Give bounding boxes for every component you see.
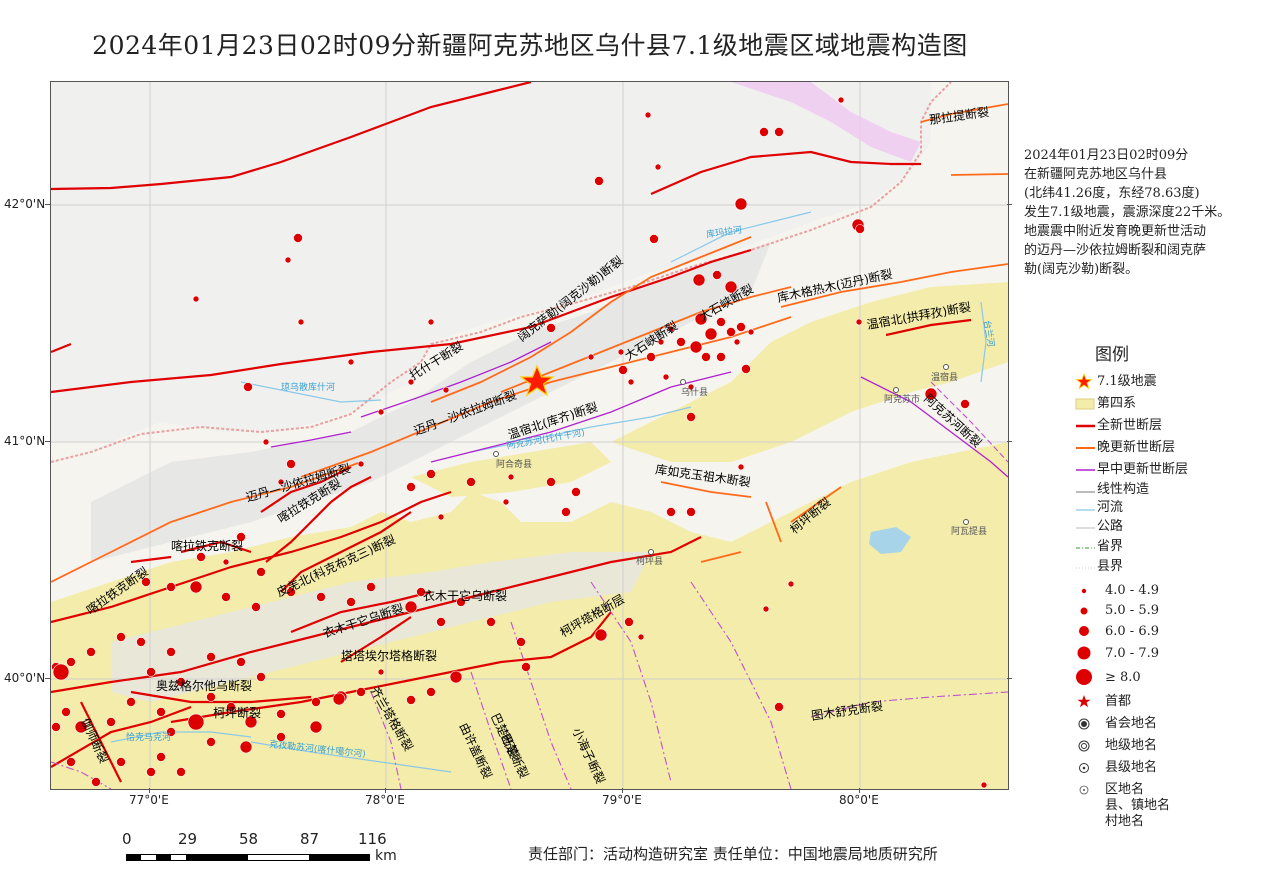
lon-label: 79°0'E <box>602 793 642 807</box>
info-line: (北纬41.26度，东经78.63度) <box>1024 186 1200 201</box>
legend-item: 早中更新世断层 <box>1075 459 1265 481</box>
yellow-fill-swatch <box>1075 398 1095 410</box>
late-pleistocene-faults <box>51 103 1008 583</box>
tick-mark <box>45 678 50 679</box>
info-line: 发生7.1级地震，震源深度22千米。 <box>1024 205 1231 220</box>
red-line-swatch <box>1076 424 1095 428</box>
road-line-swatch <box>1076 527 1095 529</box>
county-icon <box>1079 763 1089 773</box>
legend-item: 地级地名 <box>1075 735 1265 757</box>
purple-line-swatch <box>1076 469 1095 471</box>
national-border <box>51 82 952 463</box>
gray-line-swatch <box>1076 491 1095 493</box>
quaternary-valley <box>411 442 611 497</box>
dotted-line-swatch <box>1076 567 1095 569</box>
legend-item: 县界 <box>1075 557 1265 577</box>
blue-line-swatch <box>1076 509 1095 511</box>
legend-item: 河流 <box>1075 499 1265 517</box>
scale-bar: 0 29 58 87 116 km <box>120 830 410 874</box>
lon-label: 80°0'E <box>839 793 879 807</box>
info-line: 的迈丹—沙依拉姆断裂和阔克萨 <box>1024 243 1207 258</box>
info-line: 在新疆阿克苏地区乌什县 <box>1024 167 1168 182</box>
place-markers <box>493 364 969 555</box>
legend-item: 公路 <box>1075 517 1265 537</box>
tick-mark <box>1007 678 1012 679</box>
neighbor-border-zone <box>731 82 921 162</box>
legend-item: 省会地名 <box>1075 713 1265 735</box>
epicenter-star-icon <box>519 364 555 397</box>
legend-item: 区地名 县、镇地名 村地名 <box>1075 779 1265 831</box>
county-boundaries <box>51 581 1008 789</box>
legend-title: 图例 <box>1095 345 1129 365</box>
tick-mark <box>149 788 150 793</box>
tick-mark <box>1007 441 1012 442</box>
scale-tick-label: 58 <box>239 830 259 848</box>
legend-item: 6.0 - 6.9 <box>1075 621 1265 642</box>
tick-mark <box>1007 204 1012 205</box>
prefecture-icon <box>1078 740 1090 752</box>
district-icon <box>1079 785 1089 795</box>
tick-mark <box>385 788 386 793</box>
scale-unit: km <box>375 848 397 864</box>
tick-mark <box>622 788 623 793</box>
holocene-faults <box>51 82 972 783</box>
graticule <box>51 82 1008 789</box>
magnitude-dot-5-icon <box>1080 607 1088 615</box>
lat-label: 40°0'N <box>4 671 46 685</box>
legend-item: 4.0 - 4.9 <box>1075 581 1265 601</box>
provincial-capital-icon <box>1078 718 1090 730</box>
rivers <box>110 211 987 773</box>
legend-item: 县级地名 <box>1075 757 1265 779</box>
earthquake-dots <box>51 96 988 789</box>
magnitude-dot-7-icon <box>1077 646 1091 660</box>
legend-item: 晚更新世断层 <box>1075 437 1265 459</box>
legend-item: 省界 <box>1075 537 1265 557</box>
scale-tick-label: 87 <box>300 830 320 848</box>
legend-item: 5.0 - 5.9 <box>1075 601 1265 621</box>
scale-tick-label: 116 <box>358 830 387 848</box>
legend-item: 全新世断层 <box>1075 415 1265 437</box>
red-star-icon <box>1075 372 1093 390</box>
lon-label: 77°0'E <box>129 793 169 807</box>
quaternary-north <box>611 282 1008 462</box>
dashdot-line-swatch <box>1076 547 1095 549</box>
info-line: 地震震中附近发育晚更新世活动 <box>1024 224 1207 239</box>
quaternary-south <box>51 442 1008 789</box>
info-line: 勒(阔克沙勒)断裂。 <box>1024 262 1139 277</box>
map-canvas <box>51 82 1008 789</box>
legend-item: 线性构造 <box>1075 481 1265 499</box>
event-description: 2024年01月23日02时09分 在新疆阿克苏地区乌什县 (北纬41.26度，… <box>1024 146 1260 279</box>
scale-tick-label: 0 <box>122 830 132 848</box>
legend-item: 7.0 - 7.9 <box>1075 642 1265 665</box>
map-frame[interactable]: 那拉提断裂 库木格热木(迈丹)断裂 温宿北(拱拜孜)断裂 阔克萨勒(阔克沙勒)断… <box>50 81 1009 790</box>
mountain-relief-south <box>111 552 651 702</box>
tick-mark <box>45 441 50 442</box>
lat-label: 42°0'N <box>4 197 46 211</box>
info-line: 2024年01月23日02时09分 <box>1024 148 1189 163</box>
boundary-east <box>930 381 1008 463</box>
legend-item: 首都 <box>1075 691 1265 713</box>
tick-mark <box>45 204 50 205</box>
magnitude-dot-4-icon <box>1081 588 1087 594</box>
capital-star-icon <box>1077 695 1091 708</box>
legend: 图例 7.1级地震 第四系 全新世断层 晚更新世断层 早中更新世断层 线性构造 … <box>1075 340 1265 831</box>
orange-line-swatch <box>1076 447 1095 449</box>
scale-tick-label: 29 <box>178 830 198 848</box>
scale-bar-graphic <box>126 854 370 861</box>
map-title: 2024年01月23日02时09分新疆阿克苏地区乌什县7.1级地震区域地震构造图 <box>92 31 968 60</box>
magnitude-dot-6-icon <box>1079 626 1089 636</box>
legend-item: 7.1级地震 <box>1075 371 1265 393</box>
lon-label: 78°0'E <box>365 793 405 807</box>
magnitude-dot-8-icon <box>1076 669 1092 685</box>
early-mid-pleistocene-faults <box>270 341 1008 478</box>
lake <box>869 527 911 554</box>
legend-item: 第四系 <box>1075 393 1265 415</box>
credits: 责任部门：活动构造研究室 责任单位：中国地震局地质研究所 <box>528 845 938 863</box>
legend-item: ≥ 8.0 <box>1075 665 1265 691</box>
lat-label: 41°0'N <box>4 434 46 448</box>
tick-mark <box>859 788 860 793</box>
